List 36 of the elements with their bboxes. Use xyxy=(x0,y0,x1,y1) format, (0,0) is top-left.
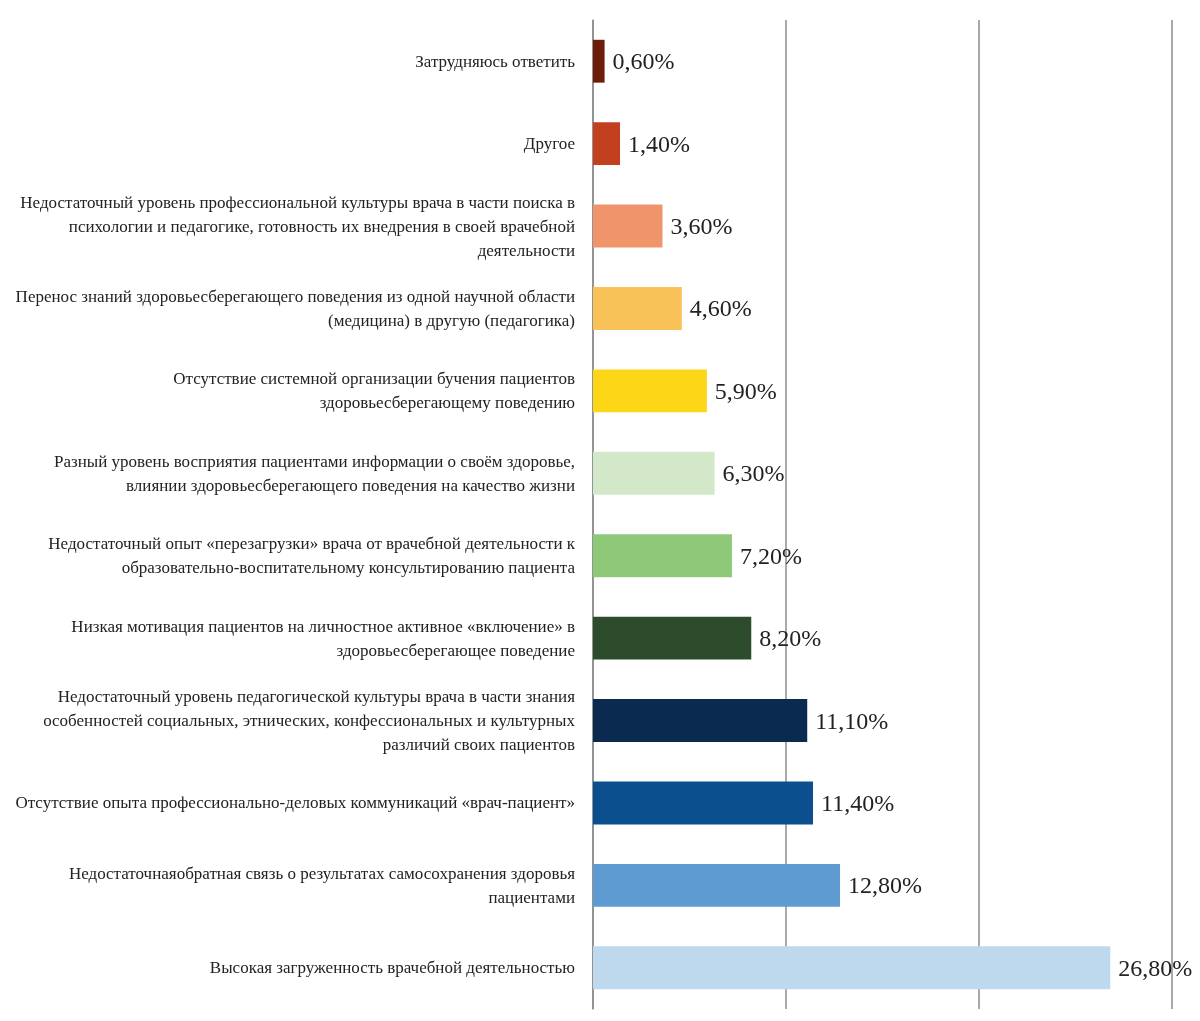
y-tick-label: Перенос знаний здоровьесберегающего поведения из одной научной области (медицина) в другую (педагогика) xyxy=(15,286,575,330)
data-label: 8,20% xyxy=(759,625,822,652)
bar xyxy=(593,534,732,578)
y-tick-label: Отсутствие системной организации бучения пациентов здоровьесберегающему поведению xyxy=(173,369,576,413)
y-tick-label: Высокая загруженность врачебной деятельностью xyxy=(209,958,576,978)
y-tick-label: Недостаточный уровень педагогической культуры врача в части знания особенностей социальных, этнических, конфессиональных и культурных различий своих пациентов xyxy=(43,687,576,755)
bar xyxy=(593,616,752,660)
bar xyxy=(593,781,814,825)
data-label: 6,30% xyxy=(722,460,785,487)
data-label: 11,10% xyxy=(815,707,889,734)
data-label: 7,20% xyxy=(739,542,802,569)
bar xyxy=(593,699,808,742)
bar xyxy=(593,39,605,83)
data-label: 12,80% xyxy=(848,872,923,899)
data-label: 0,60% xyxy=(612,48,675,75)
data-label: 26,80% xyxy=(1118,954,1193,981)
data-label: 1,40% xyxy=(628,130,691,157)
bar xyxy=(593,369,707,413)
data-label: 5,90% xyxy=(714,377,777,404)
bar xyxy=(593,122,621,166)
y-tick-label: Низкая мотивация пациентов на личностное активное «включение» в здоровьесберегающее поведение xyxy=(71,616,575,660)
y-tick-label: Затрудняюсь ответить xyxy=(415,51,576,71)
bar xyxy=(593,287,682,330)
data-label: 11,40% xyxy=(821,789,895,816)
y-tick-label: Недостаточный опыт «перезагрузки» врача от врачебной деятельности к образовательно-воспитательному консультированию пациента xyxy=(48,534,576,578)
y-tick-label: Недостаточнаяобратная связь о результатах самосохранения здоровья пациентами xyxy=(68,863,576,907)
bar xyxy=(593,451,715,495)
bar xyxy=(593,946,1111,990)
data-label: 4,60% xyxy=(689,295,752,322)
bar xyxy=(593,204,663,248)
y-tick-label: Разный уровень восприятия пациентами информации о своём здоровье, влиянии здоровьесберегающего поведения на качество жизни xyxy=(54,451,575,495)
y-tick-label: Недостаточный уровень профессиональной культуры врача в части поиска в психологии и педагогике, готовность их внедрения в своей врачебной деятельности xyxy=(20,192,575,260)
bar xyxy=(593,863,841,907)
y-tick-label: Другое xyxy=(523,134,575,154)
y-tick-label: Отсутствие опыта профессионально-деловых коммуникаций «врач-пациент» xyxy=(15,793,575,813)
data-label: 3,60% xyxy=(670,213,733,240)
